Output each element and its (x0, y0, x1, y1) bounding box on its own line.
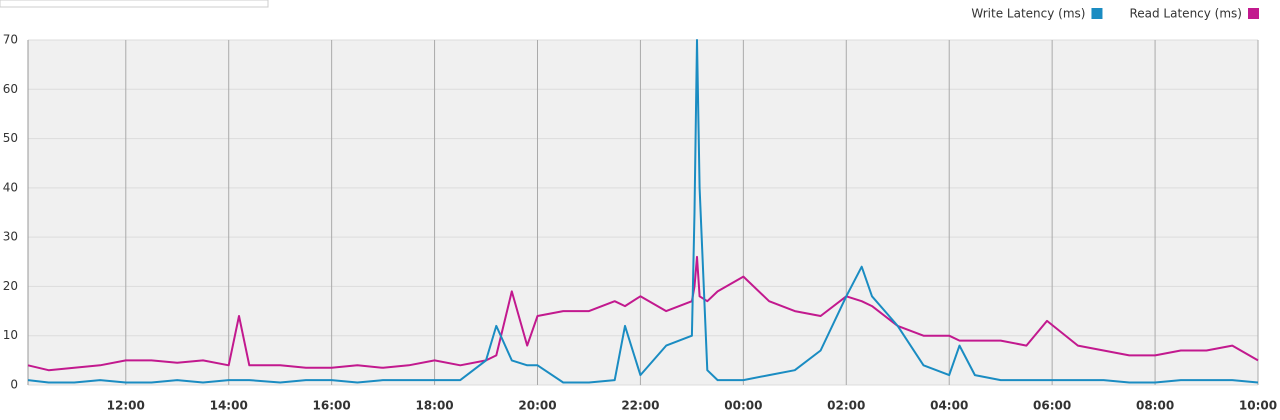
y-tick-label: 40 (3, 180, 18, 194)
legend-label: Read Latency (ms) (1129, 7, 1242, 21)
legend-label: Write Latency (ms) (971, 7, 1085, 21)
y-tick-label: 60 (3, 82, 18, 96)
panel-edge (0, 0, 269, 8)
y-tick-label: 70 (3, 33, 18, 47)
y-tick-label: 30 (3, 230, 18, 244)
x-tick-label: 10:00 (1239, 399, 1277, 413)
legend-swatch (1248, 8, 1259, 19)
x-tick-label: 08:00 (1136, 399, 1174, 413)
y-tick-label: 20 (3, 279, 18, 293)
x-tick-label: 14:00 (210, 399, 248, 413)
series-line (27, 39, 1259, 384)
x-tick-label: 22:00 (621, 399, 659, 413)
y-tick-label: 0 (10, 378, 18, 392)
y-tick-label: 50 (3, 131, 18, 145)
plot-area (28, 40, 1258, 385)
x-tick-label: 16:00 (313, 399, 351, 413)
x-tick-label: 02:00 (827, 399, 865, 413)
legend-swatch (1091, 8, 1103, 19)
x-tick-label: 18:00 (415, 399, 453, 413)
x-tick-label: 12:00 (107, 399, 145, 413)
x-tick-label: 00:00 (724, 399, 762, 413)
series-line (27, 255, 1259, 372)
y-tick-label: 10 (3, 328, 18, 342)
x-tick-label: 06:00 (1033, 399, 1071, 413)
x-tick-label: 04:00 (930, 399, 968, 413)
x-tick-label: 20:00 (518, 399, 556, 413)
